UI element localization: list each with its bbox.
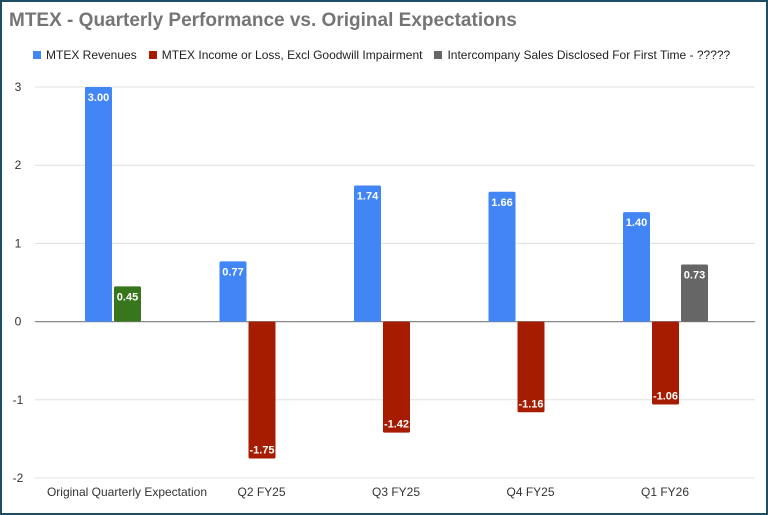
legend-swatch [33, 51, 41, 59]
chart-title: MTEX - Quarterly Performance vs. Origina… [9, 10, 517, 31]
bar [114, 286, 141, 322]
x-tick-label: Q1 FY26 [641, 485, 689, 499]
bar [219, 261, 247, 322]
bar [652, 321, 679, 405]
data-label: 0.45 [117, 291, 138, 303]
legend-swatch [434, 51, 443, 59]
legend-label: Intercompany Sales Disclosed For First T… [447, 48, 731, 62]
y-tick-label: 2 [15, 158, 22, 172]
data-label: -1.06 [653, 390, 678, 402]
legend-label: MTEX Revenues [46, 48, 137, 62]
y-tick-label: -1 [13, 393, 24, 407]
data-label: 3.00 [88, 92, 109, 104]
bar [248, 321, 276, 459]
bar [681, 264, 708, 322]
bar [85, 87, 112, 322]
legend-item-revenues: MTEX Revenues [33, 48, 137, 62]
legend-item-income: MTEX Income or Loss, Excl Goodwill Impai… [148, 48, 423, 62]
bar [623, 212, 650, 322]
data-label: 1.40 [626, 217, 647, 229]
bar [383, 321, 410, 433]
data-label: -1.42 [384, 419, 409, 431]
data-label: 1.74 [357, 191, 379, 203]
legend-swatch [148, 51, 157, 59]
legend-item-intercompany: Intercompany Sales Disclosed For First T… [434, 48, 730, 62]
data-label: 0.77 [222, 266, 243, 278]
data-label: -1.16 [518, 398, 543, 410]
bar [354, 185, 381, 322]
x-tick-label: Q4 FY25 [506, 485, 554, 499]
x-tick-label: Q3 FY25 [372, 485, 420, 499]
y-tick-label: -2 [13, 471, 24, 485]
x-tick-label: Original Quarterly Expectation [47, 485, 207, 499]
legend-label: MTEX Income or Loss, Excl Goodwill Impai… [161, 48, 423, 62]
data-label: -1.75 [249, 444, 274, 456]
data-label: 0.73 [684, 270, 705, 282]
bar [517, 321, 545, 413]
y-tick-label: 0 [15, 315, 22, 329]
bar [488, 191, 516, 322]
y-tick-label: 1 [15, 236, 22, 250]
data-label: 1.66 [491, 197, 512, 209]
x-tick-label: Q2 FY25 [237, 485, 285, 499]
y-tick-label: 3 [15, 80, 22, 94]
legend: MTEX Revenues MTEX Income or Loss, Excl … [33, 48, 730, 62]
